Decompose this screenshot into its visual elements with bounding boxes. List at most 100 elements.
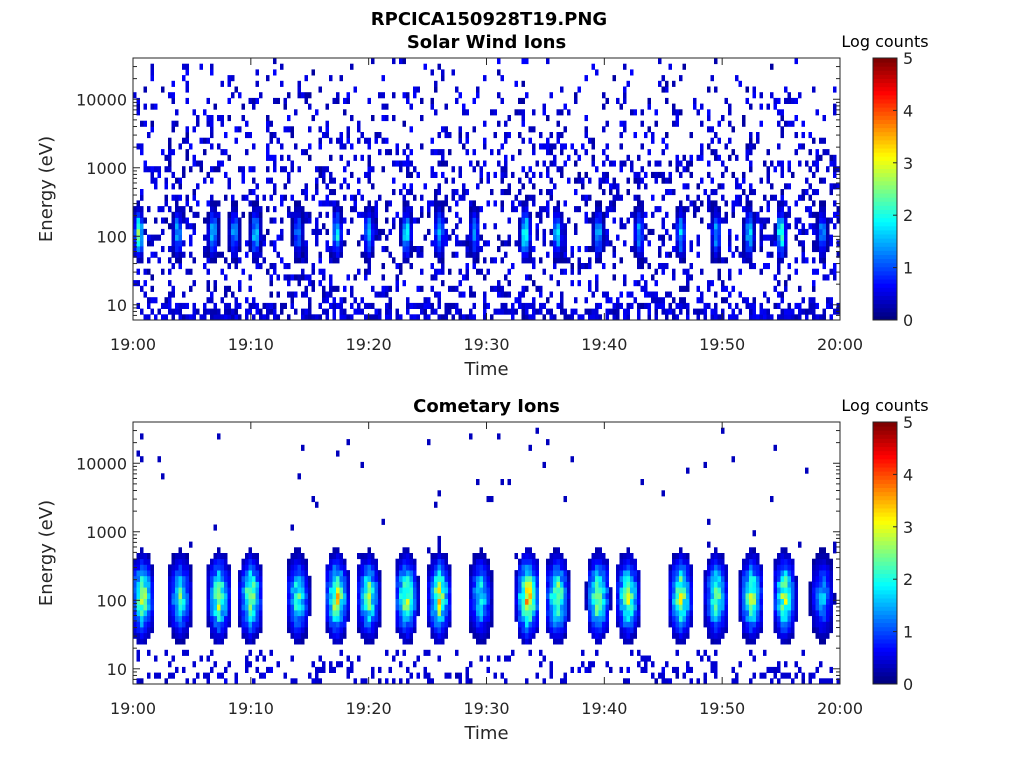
heatmap-cell: [150, 570, 154, 577]
heatmap-cell: [441, 263, 445, 270]
heatmap-cell: [329, 75, 333, 82]
heatmap-cell: [819, 638, 823, 645]
heatmap-cell: [206, 610, 210, 617]
heatmap-cell: [763, 672, 767, 679]
heatmap-cell: [192, 257, 196, 264]
heatmap-cell: [430, 587, 434, 594]
heatmap-cell: [675, 240, 679, 247]
heatmap-cell: [490, 621, 494, 628]
heatmap-cell: [399, 234, 403, 241]
heatmap-cell: [686, 206, 690, 213]
heatmap-cell: [525, 638, 529, 645]
heatmap-cell: [185, 86, 189, 93]
heatmap-cell: [364, 632, 368, 639]
heatmap-cell: [385, 137, 389, 144]
heatmap-cell: [175, 666, 179, 673]
heatmap-cell: [826, 246, 830, 253]
heatmap-cell: [819, 257, 823, 264]
heatmap-cell: [689, 575, 693, 582]
heatmap-cell: [682, 234, 686, 241]
heatmap-cell: [203, 234, 207, 241]
heatmap-cell: [409, 598, 413, 605]
heatmap-cell: [294, 604, 298, 611]
heatmap-cell: [717, 137, 721, 144]
heatmap-cell: [780, 553, 784, 560]
heatmap-cell: [224, 621, 228, 628]
heatmap-cell: [280, 234, 284, 241]
heatmap-cell: [206, 285, 210, 292]
heatmap-cell: [805, 228, 809, 235]
heatmap-cell: [448, 604, 452, 611]
heatmap-cell: [829, 587, 833, 594]
heatmap-cell: [584, 126, 588, 133]
heatmap-cell: [749, 257, 753, 264]
heatmap-cell: [430, 263, 434, 270]
heatmap-cell: [210, 604, 214, 611]
heatmap-cell: [815, 592, 819, 599]
heatmap-cell: [591, 610, 595, 617]
heatmap-cell: [759, 217, 763, 224]
heatmap-cell: [336, 610, 340, 617]
heatmap-cell: [749, 615, 753, 622]
heatmap-cell: [290, 166, 294, 173]
heatmap-cell: [777, 666, 781, 673]
heatmap-cell: [672, 274, 676, 281]
heatmap-cell: [595, 592, 599, 599]
heatmap-cell: [591, 570, 595, 577]
heatmap-cell: [626, 558, 630, 565]
heatmap-cell: [518, 627, 522, 634]
heatmap-cell: [714, 58, 718, 65]
heatmap-cell: [602, 246, 606, 253]
colorbar-tick-label: 3: [903, 154, 913, 173]
heatmap-cell: [206, 575, 210, 582]
heatmap-cell: [409, 610, 413, 617]
heatmap-cell: [140, 678, 144, 685]
heatmap-cell: [301, 553, 305, 560]
heatmap-cell: [339, 206, 343, 213]
heatmap-cell: [633, 132, 637, 139]
heatmap-cell: [171, 655, 175, 662]
heatmap-cell: [560, 581, 564, 588]
heatmap-cell: [444, 234, 448, 241]
heatmap-cell: [647, 308, 651, 315]
heatmap-cell: [133, 598, 137, 605]
heatmap-cell: [759, 615, 763, 622]
heatmap-cell: [605, 308, 609, 315]
heatmap-cell: [822, 598, 826, 605]
heatmap-cell: [787, 575, 791, 582]
heatmap-cell: [283, 166, 287, 173]
heatmap-cell: [749, 200, 753, 207]
heatmap-cell: [360, 581, 364, 588]
heatmap-cell: [350, 285, 354, 292]
heatmap-cell: [147, 234, 151, 241]
heatmap-cell: [679, 587, 683, 594]
heatmap-cell: [703, 592, 707, 599]
heatmap-cell: [329, 251, 333, 258]
heatmap-cell: [427, 439, 431, 446]
heatmap-cell: [402, 240, 406, 247]
heatmap-cell: [518, 132, 522, 139]
heatmap-cell: [682, 251, 686, 258]
heatmap-cell: [374, 137, 378, 144]
heatmap-cell: [182, 592, 186, 599]
heatmap-cell: [339, 251, 343, 258]
heatmap-cell: [707, 604, 711, 611]
heatmap-cell: [171, 610, 175, 617]
heatmap-cell: [707, 285, 711, 292]
heatmap-cell: [808, 183, 812, 190]
heatmap-cell: [339, 621, 343, 628]
heatmap-cell: [654, 171, 658, 178]
heatmap-cell: [245, 575, 249, 582]
heatmap-cell: [549, 604, 553, 611]
heatmap-cell: [591, 615, 595, 622]
heatmap-cell: [630, 638, 634, 645]
heatmap-cell: [136, 632, 140, 639]
heatmap-cell: [168, 610, 172, 617]
heatmap-cell: [675, 575, 679, 582]
heatmap-cell: [472, 149, 476, 156]
heatmap-cell: [210, 587, 214, 594]
heatmap-cell: [556, 251, 560, 258]
heatmap-cell: [227, 228, 231, 235]
heatmap-cell: [241, 627, 245, 634]
heatmap-cell: [735, 75, 739, 82]
